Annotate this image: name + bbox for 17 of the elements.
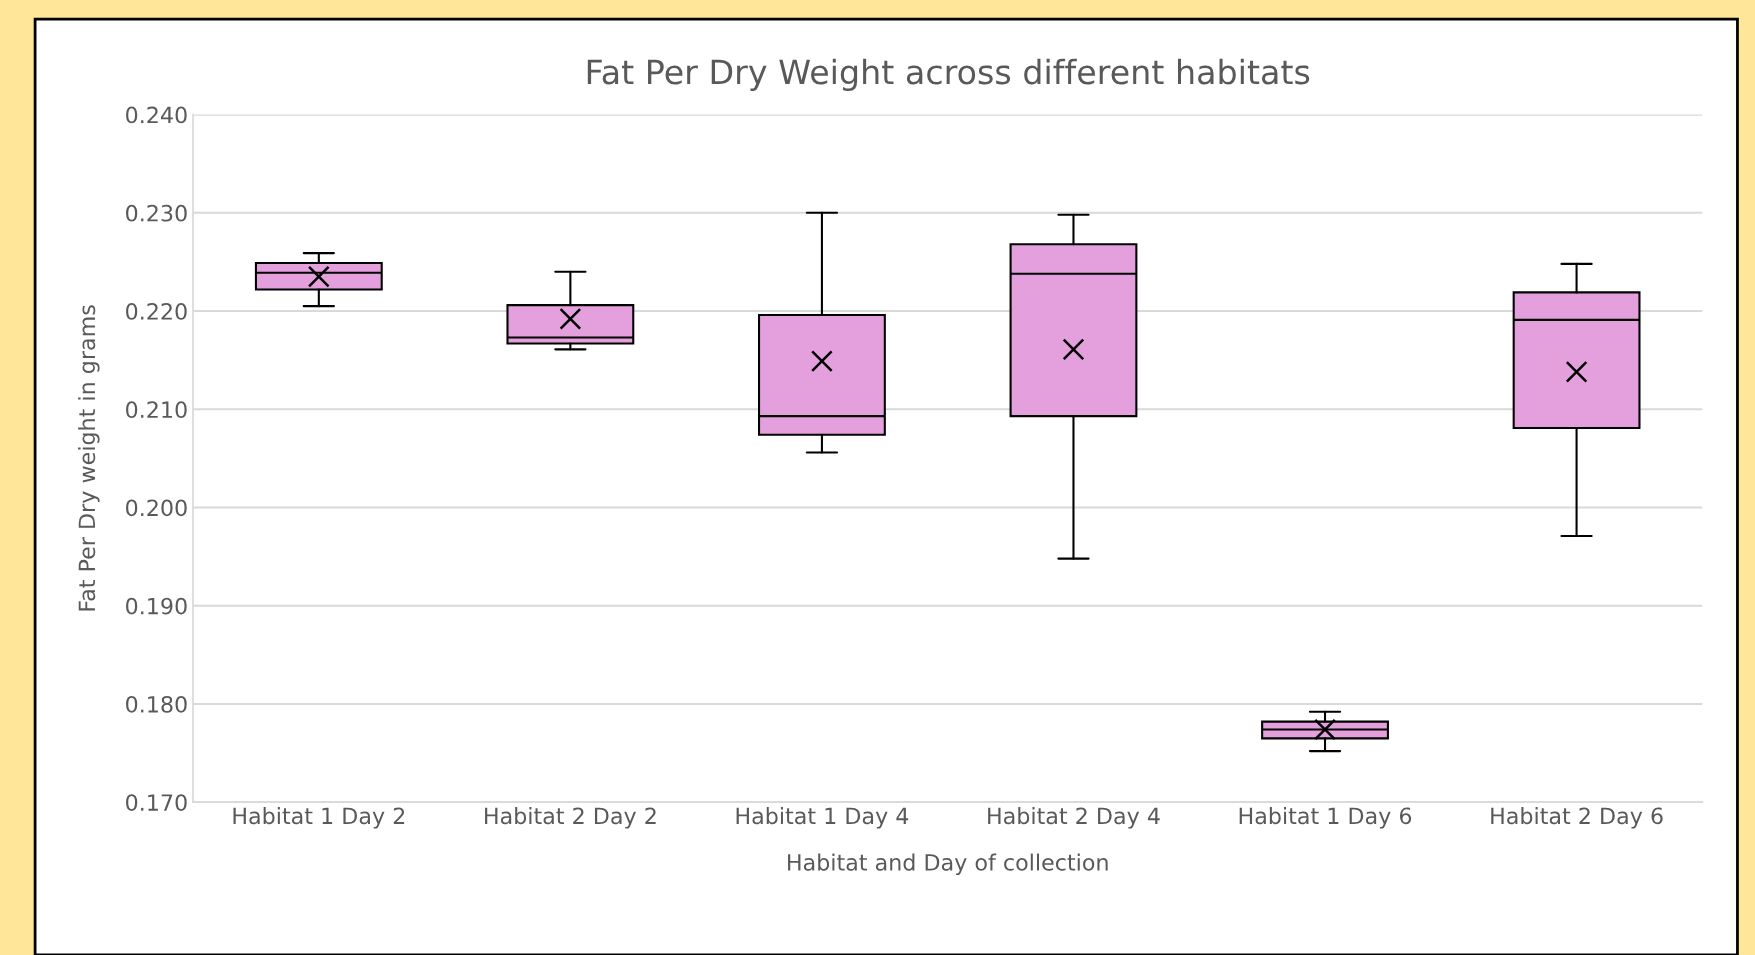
- y-tick-label: 0.220: [126, 303, 187, 320]
- x-tick-label: Habitat 2 Day 6: [1491, 807, 1663, 829]
- x-tick-label: Habitat 1 Day 4: [736, 807, 909, 829]
- y-tick-label: 0.230: [126, 204, 187, 222]
- y-tick-label: 0.210: [126, 401, 187, 419]
- y-tick-label: 0.200: [126, 499, 187, 517]
- x-tick-label: Habitat 1 Day 6: [1239, 807, 1412, 829]
- y-tick-label: 0.190: [126, 597, 187, 615]
- x-tick-label: Habitat 2 Day 2: [485, 807, 656, 829]
- x-axis-title: Habitat and Day of collection: [788, 853, 1108, 876]
- y-tick-label: 0.180: [126, 695, 187, 713]
- y-axis-title: Fat Per Dry weight in grams: [78, 305, 100, 611]
- x-tick-label: Habitat 1 Day 2: [233, 807, 405, 829]
- chart-title: Fat Per Dry Weight across different habitats: [587, 58, 1310, 91]
- x-tick-label: Habitat 2 Day 4: [988, 807, 1160, 829]
- y-tick-label: 0.240: [126, 106, 187, 124]
- y-tick-label: 0.170: [126, 794, 187, 811]
